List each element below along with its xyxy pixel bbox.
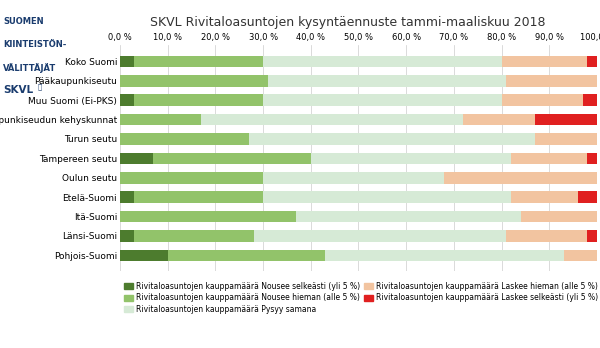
Bar (578, 191, 597, 203)
Bar (263, 191, 511, 203)
Bar (535, 114, 597, 125)
Bar (120, 133, 249, 145)
Bar (587, 152, 597, 164)
Bar (168, 250, 325, 261)
Bar (511, 152, 587, 164)
Bar (120, 191, 134, 203)
Bar (263, 56, 502, 67)
Text: VÄLITTÄJÄT: VÄLITTÄJÄT (3, 63, 56, 73)
Bar (502, 94, 583, 106)
Legend: Rivitaloasuntojen kauppamäärä Nousee selkeästi (yli 5 %), Rivitaloasuntojen kaup: Rivitaloasuntojen kauppamäärä Nousee sel… (124, 282, 598, 314)
Bar (502, 56, 587, 67)
Bar (535, 133, 597, 145)
Text: SUOMEN: SUOMEN (3, 17, 44, 26)
Bar (325, 250, 563, 261)
Text: Ⓐ: Ⓐ (38, 84, 42, 90)
Bar (268, 75, 506, 87)
Bar (521, 211, 597, 222)
Text: SKVL Rivitaloasuntojen kysyntäennuste tammi-maaliskuu 2018: SKVL Rivitaloasuntojen kysyntäennuste ta… (150, 16, 546, 29)
Bar (583, 94, 597, 106)
Bar (120, 152, 154, 164)
Bar (511, 191, 578, 203)
Text: SKVL: SKVL (3, 85, 33, 95)
Bar (587, 230, 597, 242)
Bar (296, 211, 521, 222)
Bar (445, 172, 597, 183)
Bar (120, 75, 268, 87)
Bar (120, 56, 134, 67)
Bar (120, 114, 201, 125)
Bar (587, 56, 597, 67)
Bar (311, 152, 511, 164)
Bar (263, 94, 502, 106)
Bar (120, 172, 263, 183)
Bar (134, 94, 263, 106)
Bar (263, 172, 445, 183)
Bar (249, 133, 535, 145)
Bar (506, 75, 597, 87)
Bar (254, 230, 506, 242)
Bar (120, 250, 168, 261)
Bar (120, 211, 296, 222)
Bar (201, 114, 463, 125)
Bar (154, 152, 311, 164)
Bar (120, 94, 134, 106)
Bar (463, 114, 535, 125)
Bar (134, 56, 263, 67)
Bar (506, 230, 587, 242)
Bar (563, 250, 597, 261)
Bar (134, 230, 254, 242)
Bar (120, 230, 134, 242)
Text: KIINTEISTÖN-: KIINTEISTÖN- (3, 40, 67, 49)
Bar (134, 191, 263, 203)
